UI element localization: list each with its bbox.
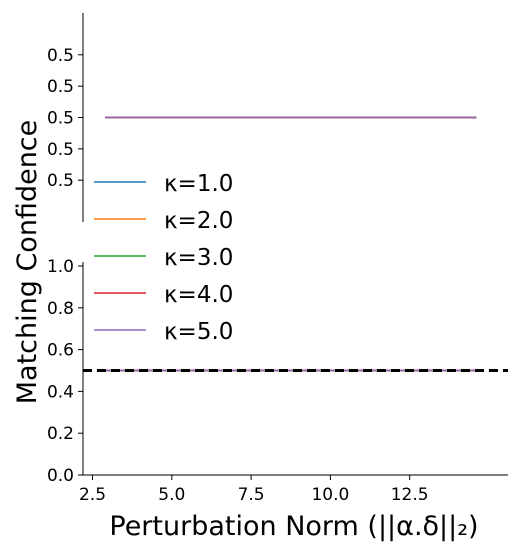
legend-label-1: κ=1.0 (164, 171, 233, 197)
legend: κ=1.0 κ=2.0 κ=3.0 κ=4.0 κ=5.0 (94, 171, 233, 345)
top-panel: 0.5 0.5 0.5 0.5 0.5 (47, 13, 477, 222)
top-y-ticks: 0.5 0.5 0.5 0.5 0.5 (47, 46, 83, 191)
bottom-y-tick-label: 0.6 (47, 341, 74, 361)
top-y-tick-label: 0.5 (47, 46, 74, 66)
x-tick-label: 12.5 (391, 485, 429, 505)
x-tick-label: 2.5 (79, 485, 106, 505)
x-tick-label: 7.5 (238, 485, 265, 505)
top-y-tick-label: 0.5 (47, 140, 74, 160)
bottom-panel: 0.0 0.2 0.4 0.6 0.8 1.0 2.5 5.0 7.5 10.0 12.5 (47, 257, 508, 505)
x-axis-label: Perturbation Norm (||α.δ||₂) (109, 511, 478, 542)
top-y-tick-label: 0.5 (47, 109, 74, 129)
x-tick-label: 5.0 (158, 485, 185, 505)
y-axis-label: Matching Confidence (12, 120, 43, 405)
bottom-y-ticks: 0.0 0.2 0.4 0.6 0.8 1.0 (47, 257, 83, 486)
legend-label-3: κ=3.0 (164, 245, 233, 271)
x-ticks: 2.5 5.0 7.5 10.0 12.5 (79, 475, 429, 505)
bottom-y-tick-label: 0.2 (47, 424, 74, 444)
legend-label-5: κ=5.0 (164, 319, 233, 345)
legend-label-2: κ=2.0 (164, 208, 233, 234)
bottom-y-tick-label: 0.0 (47, 466, 74, 486)
bottom-y-tick-label: 0.4 (47, 382, 74, 402)
x-tick-label: 10.0 (311, 485, 349, 505)
bottom-y-tick-label: 1.0 (47, 257, 74, 277)
bottom-y-tick-label: 0.8 (47, 299, 74, 319)
top-y-tick-label: 0.5 (47, 171, 74, 191)
legend-label-4: κ=4.0 (164, 282, 233, 308)
top-y-tick-label: 0.5 (47, 77, 74, 97)
